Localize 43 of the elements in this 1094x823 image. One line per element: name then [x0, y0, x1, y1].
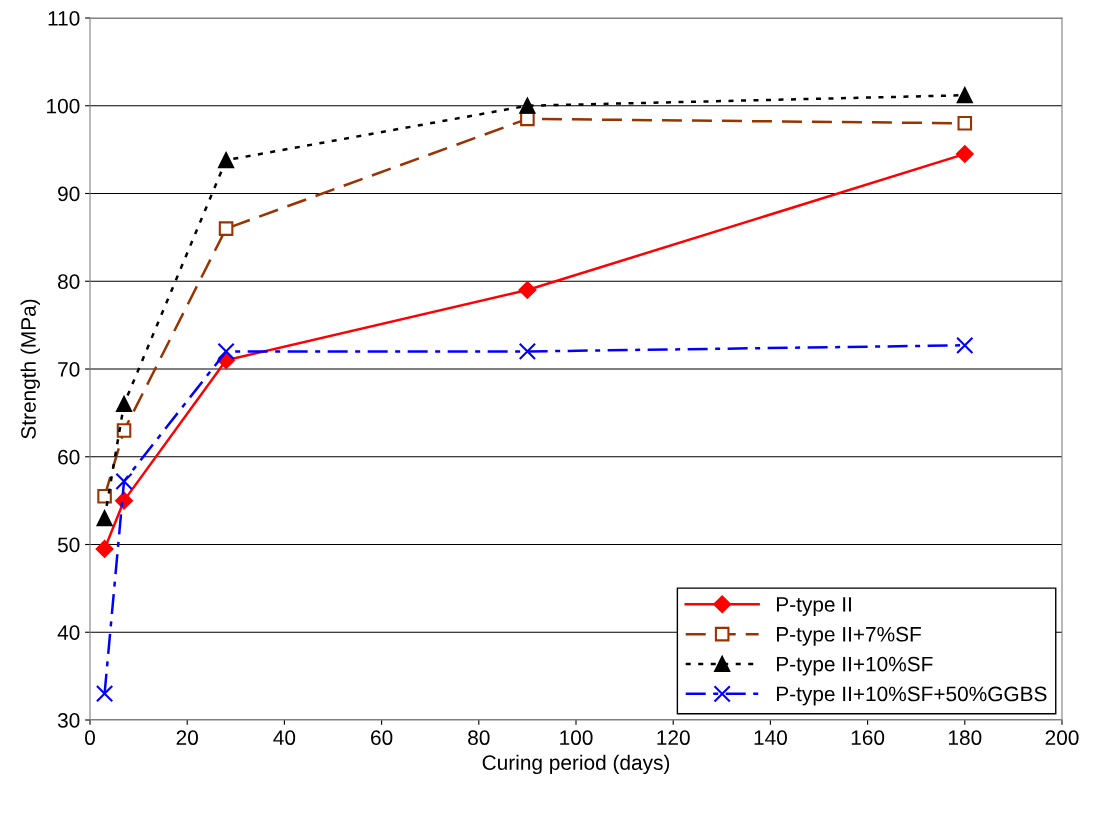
- point: [116, 396, 132, 413]
- point: [115, 472, 133, 490]
- x-tick-label: 60: [371, 730, 393, 746]
- point: [519, 97, 536, 114]
- y-tick-label: 60: [58, 449, 80, 465]
- point: [217, 342, 235, 361]
- point: [95, 539, 114, 558]
- x-tick-label: 200: [1045, 730, 1079, 746]
- point: [955, 145, 974, 163]
- point: [95, 685, 114, 703]
- x-axis-title: Curing period (days): [482, 754, 670, 775]
- point: [97, 488, 112, 504]
- y-tick-label: 70: [58, 362, 80, 377]
- legend-label: P-type II+10%SF+50%GGBS: [777, 686, 1047, 706]
- x-tick-label: 0: [85, 730, 95, 746]
- y-tick-label: 30: [57, 713, 80, 728]
- x-tick-label: 40: [273, 730, 296, 746]
- point: [518, 281, 537, 299]
- point: [218, 221, 234, 236]
- y-tick-label: 50: [57, 537, 80, 553]
- point: [518, 342, 537, 361]
- point: [218, 152, 235, 169]
- x-tick-label: 100: [560, 730, 593, 746]
- x-tick-label: 180: [949, 730, 982, 746]
- x-tick-label: 120: [657, 730, 690, 746]
- y-tick-label: 100: [47, 98, 80, 114]
- y-tick-label: 80: [58, 274, 80, 289]
- legend-label: P-type II+10%SF: [777, 656, 933, 676]
- point: [957, 116, 973, 131]
- point: [116, 423, 132, 438]
- y-tick-label: 110: [48, 11, 80, 26]
- y-tick-label: 90: [58, 186, 80, 202]
- point: [956, 87, 973, 104]
- point: [956, 336, 974, 354]
- x-tick-label: 140: [754, 730, 787, 746]
- point: [96, 510, 113, 527]
- y-tick-label: 40: [57, 625, 80, 640]
- x-tick-label: 80: [468, 730, 490, 746]
- x-tick-label: 160: [851, 730, 885, 746]
- legend-label: P-type II+7%SF: [777, 626, 921, 646]
- y-axis-title: Strength (MPa): [20, 299, 40, 439]
- legend-label: P-type II: [777, 597, 851, 616]
- x-tick-label: 20: [176, 730, 198, 746]
